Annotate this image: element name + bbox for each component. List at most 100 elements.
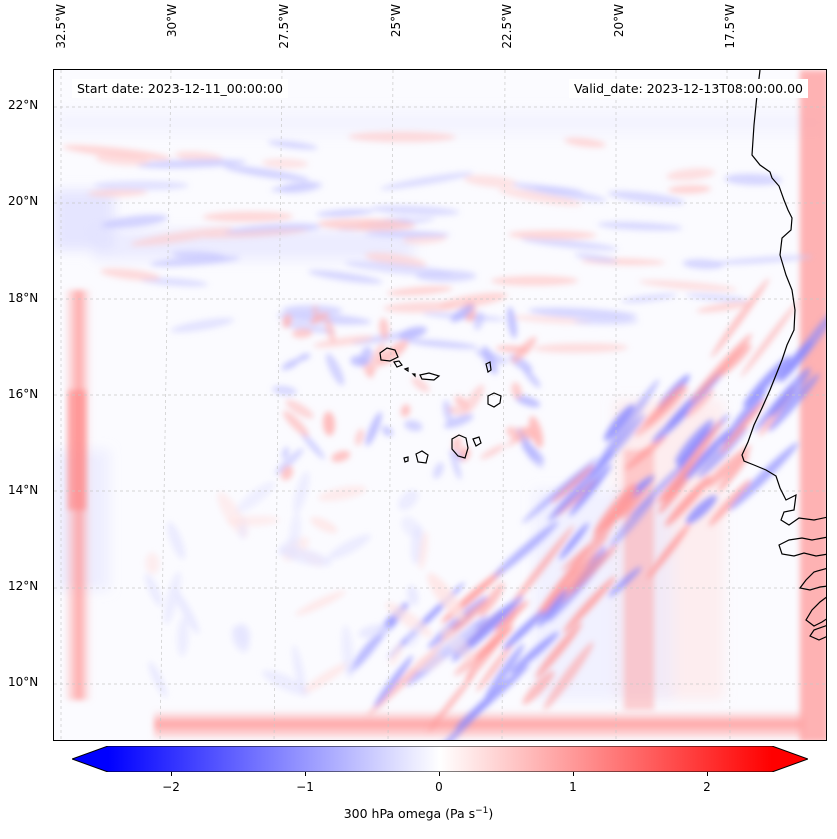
omega-streak (520, 237, 619, 251)
meridian-line (387, 70, 394, 740)
omega-streak (719, 343, 752, 377)
omega-streak (561, 527, 613, 571)
omega-streak (529, 416, 544, 448)
omega-streak (506, 306, 518, 339)
omega-streak (370, 205, 460, 216)
omega-streak (167, 521, 186, 560)
omega-streak (327, 534, 371, 560)
omega-streak (170, 317, 234, 333)
lon-tick-label: 32.5°W (54, 4, 68, 49)
omega-streak (537, 589, 568, 628)
omega-map-panel: Start date: 2023-12-11_00:00:00 Valid_da… (53, 69, 827, 741)
omega-streak (589, 413, 646, 478)
omega-streak (95, 154, 150, 166)
omega-streak (411, 377, 430, 393)
omega-streak (331, 450, 351, 462)
island-outline (411, 373, 416, 378)
omega-streak (533, 185, 583, 194)
omega-streak (573, 318, 639, 325)
omega-streak (522, 670, 555, 705)
omega-streak (563, 576, 616, 633)
omega-wave-streaks (62, 131, 826, 740)
africa-coastline (809, 625, 826, 641)
omega-streak (406, 625, 421, 648)
omega-streak (597, 379, 660, 466)
omega-streak (608, 566, 642, 597)
omega-streak (350, 355, 367, 367)
colorbar-title-text: 300 hPa omega (Pa s (343, 806, 476, 822)
omega-streak (769, 367, 811, 417)
omega-streak (559, 522, 590, 560)
omega-streak (535, 622, 583, 679)
omega-streak (463, 175, 519, 188)
omega-streak (511, 315, 592, 324)
omega-streak (414, 652, 444, 671)
omega-streak (398, 326, 428, 340)
omega-streak (479, 582, 505, 617)
omega-streak (480, 444, 506, 460)
omega-streak (101, 214, 168, 229)
omega-streak (451, 602, 515, 657)
omega-streak (150, 255, 240, 267)
omega-streak (502, 610, 545, 651)
omega-streak (473, 311, 485, 331)
omega-streak (452, 436, 462, 452)
omega-streak (568, 534, 609, 578)
omega-streak (475, 349, 508, 365)
omega-streak (387, 286, 453, 296)
island-outline (419, 372, 441, 381)
omega-streak (597, 221, 683, 231)
omega-streak (308, 269, 383, 284)
island-outline (415, 450, 429, 464)
island-outline (485, 361, 492, 373)
omega-streak (309, 312, 329, 325)
omega-streak (301, 662, 350, 694)
start-date-label: Start date: 2023-12-11_00:00:00 (72, 79, 288, 98)
omega-streak (355, 428, 365, 446)
africa-coastline (805, 596, 826, 627)
omega-streak (236, 481, 275, 513)
omega-streak (292, 328, 313, 339)
omega-streak (722, 389, 766, 445)
omega-streak (620, 483, 648, 519)
omega-streak (685, 293, 748, 302)
omega-streak (696, 301, 750, 313)
omega-streak (574, 253, 617, 263)
meridian-line (159, 70, 172, 740)
meridian-line (273, 70, 283, 740)
omega-streak (93, 180, 189, 191)
omega-streak (358, 624, 390, 639)
omega-streak (418, 531, 429, 570)
omega-streak (163, 571, 181, 625)
omega-streak (495, 345, 531, 353)
omega-streak (454, 395, 469, 410)
omega-streak (348, 626, 388, 674)
omega-streak (385, 602, 433, 638)
lat-tick-label: 20°N (8, 194, 39, 208)
omega-streak (316, 209, 374, 217)
omega-streak (381, 425, 393, 437)
omega-streak (130, 226, 234, 247)
lon-tick-label: 20°W (612, 4, 626, 38)
omega-streak (310, 517, 338, 534)
omega-streak (262, 670, 310, 696)
omega-streak (400, 404, 411, 417)
lon-tick-label: 25°W (389, 4, 403, 38)
colorbar-title-close: ) (488, 806, 494, 822)
omega-streak (719, 398, 766, 454)
colorbar-tick-mark (305, 772, 306, 776)
colorbar-tick-mark (171, 772, 172, 776)
omega-streak (275, 448, 304, 475)
omega-streak (145, 552, 160, 575)
omega-streak (607, 190, 685, 205)
island-outline (393, 360, 403, 368)
omega-streak (522, 367, 541, 388)
omega-streak (281, 465, 294, 481)
colorbar-tick-mark (439, 772, 440, 776)
island-outline (403, 367, 409, 373)
omega-streak (674, 419, 714, 464)
omega-streak (404, 420, 423, 432)
omega-streak (449, 450, 465, 461)
omega-streak (447, 406, 465, 415)
omega-streak (136, 159, 247, 169)
